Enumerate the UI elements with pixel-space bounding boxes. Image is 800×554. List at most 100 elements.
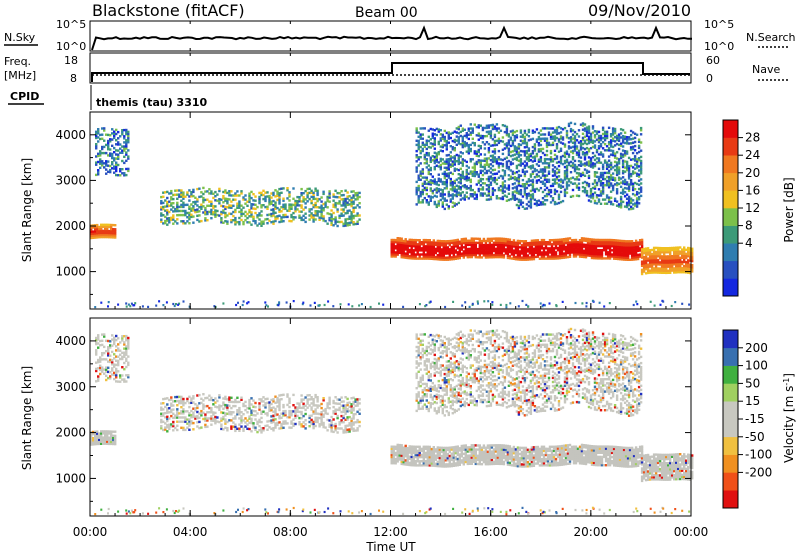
- power-cell: [182, 203, 185, 207]
- velocity-cell: [95, 342, 98, 346]
- power-cell: [322, 217, 325, 220]
- power-cell: [346, 211, 349, 215]
- power-cell: [264, 199, 267, 203]
- power-cell: [564, 254, 568, 257]
- power-cell: [593, 187, 597, 190]
- power-cell: [450, 239, 453, 243]
- power-cell: [500, 245, 504, 249]
- power-cell: [208, 188, 211, 191]
- power-cell: [567, 137, 571, 140]
- power-cell: [646, 251, 650, 254]
- power-cell: [280, 216, 283, 219]
- power-cell: [117, 141, 120, 144]
- power-cell: [581, 173, 585, 176]
- power-cell: [601, 128, 605, 132]
- velocity-cell: [114, 434, 117, 438]
- power-cell: [442, 242, 445, 245]
- power-cell: [294, 206, 297, 209]
- power-cell: [238, 216, 241, 220]
- power-cell: [491, 303, 494, 306]
- power-cell: [417, 158, 420, 161]
- power-cell: [220, 198, 223, 201]
- power-cell: [622, 242, 626, 245]
- power-cell: [637, 179, 641, 182]
- power-cell: [430, 247, 433, 250]
- power-cell: [593, 171, 597, 174]
- power-cell: [453, 161, 456, 164]
- power-cell: [563, 155, 567, 159]
- power-cell: [112, 234, 115, 237]
- power-cell: [358, 218, 361, 221]
- power-cell: [166, 196, 169, 200]
- power-cell: [125, 130, 128, 134]
- power-cell: [450, 249, 453, 253]
- power-cell: [554, 253, 558, 256]
- power-cell: [543, 168, 547, 171]
- power-cell: [226, 197, 229, 201]
- velocity-cell: [107, 370, 110, 374]
- power-cell: [535, 152, 539, 156]
- power-cell: [646, 267, 650, 270]
- power-cell: [505, 306, 508, 309]
- power-cell: [665, 263, 668, 266]
- power-cell: [638, 243, 642, 246]
- power-cell: [685, 267, 688, 270]
- power-cell: [320, 210, 323, 214]
- power-cell: [330, 219, 333, 222]
- power-cell: [433, 180, 436, 183]
- power-cell: [123, 172, 126, 175]
- power-cell: [262, 220, 265, 223]
- power-cell: [547, 180, 551, 184]
- power-cell: [555, 202, 559, 205]
- power-cell: [336, 208, 339, 211]
- power-cell: [635, 197, 639, 200]
- power-cell: [604, 242, 608, 246]
- power-cell: [422, 249, 425, 252]
- power-cell: [447, 174, 450, 177]
- power-cell: [579, 174, 583, 178]
- power-cell: [527, 128, 531, 132]
- power-cell: [495, 129, 499, 132]
- power-cell: [260, 206, 263, 209]
- power-cell: [601, 192, 605, 195]
- date-label: 09/Nov/2010: [588, 1, 691, 20]
- power-cell: [471, 137, 474, 140]
- power-cell: [555, 167, 559, 170]
- power-cell: [531, 152, 535, 155]
- velocity-cell: [106, 432, 109, 435]
- power-cell: [608, 249, 612, 252]
- power-cell: [605, 145, 609, 148]
- power-cell: [497, 188, 501, 192]
- power-cell: [446, 248, 449, 251]
- power-cell: [418, 241, 421, 244]
- power-cell: [404, 238, 407, 241]
- power-cell: [577, 151, 581, 155]
- power-cell: [101, 127, 104, 130]
- power-cell: [534, 251, 538, 254]
- power-cell: [419, 137, 422, 140]
- power-cell: [240, 212, 243, 216]
- power-cell: [560, 242, 564, 245]
- power-cell: [665, 247, 668, 250]
- power-cell: [642, 268, 646, 271]
- power-cell: [593, 179, 597, 182]
- power-cell: [101, 162, 104, 165]
- power-cell: [681, 268, 684, 272]
- power-cell: [483, 167, 487, 171]
- nave-label: Nave: [752, 63, 780, 76]
- power-cell: [627, 201, 631, 205]
- power-cell: [292, 218, 295, 221]
- power-cell: [606, 247, 610, 250]
- power-cell: [192, 194, 195, 198]
- power-cell: [248, 215, 251, 218]
- power-cell: [548, 239, 552, 242]
- power-cell: [675, 263, 678, 266]
- power-cell: [441, 133, 444, 136]
- power-cell: [513, 137, 517, 140]
- power-cell: [550, 253, 554, 256]
- power-cell: [493, 172, 497, 176]
- power-cell: [593, 164, 597, 168]
- power-cell: [675, 269, 678, 272]
- power-cell: [350, 215, 353, 218]
- power-cell: [469, 160, 472, 163]
